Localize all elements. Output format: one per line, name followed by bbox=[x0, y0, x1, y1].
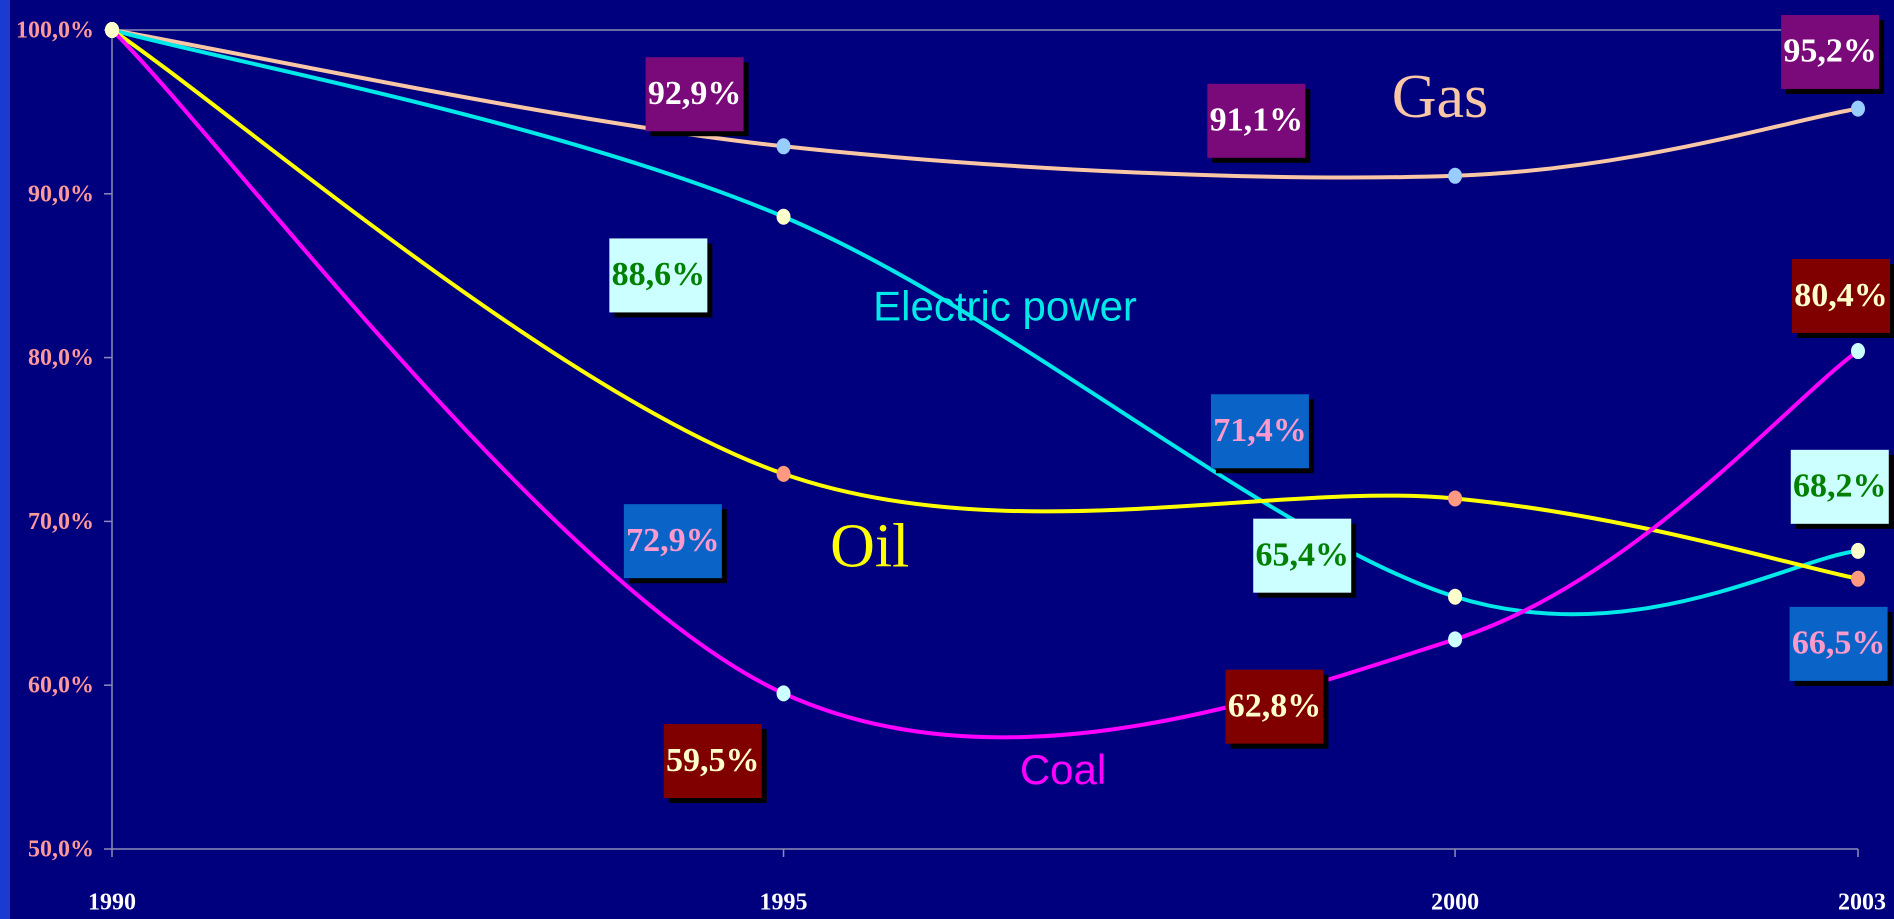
point bbox=[776, 685, 791, 702]
value-label: 92,9% bbox=[648, 75, 742, 112]
series-name: Gas bbox=[1392, 63, 1488, 131]
label-box bbox=[1207, 83, 1306, 158]
value-label: 95,2% bbox=[1783, 33, 1877, 70]
value-label: 71,4% bbox=[1213, 412, 1307, 449]
series-line bbox=[111, 28, 1859, 617]
value-label: 80,4% bbox=[1794, 277, 1888, 314]
point bbox=[776, 208, 791, 225]
point bbox=[105, 22, 119, 38]
label-box bbox=[1210, 394, 1309, 469]
label-box bbox=[1791, 258, 1890, 333]
series-name: Oil bbox=[830, 512, 909, 580]
series-line bbox=[111, 28, 1859, 180]
y-tick-label: 50,0% bbox=[28, 837, 94, 863]
point bbox=[776, 138, 791, 155]
series-name: Electric power bbox=[873, 282, 1137, 329]
point bbox=[1448, 631, 1463, 648]
y-tick-label: 90,0% bbox=[28, 181, 94, 207]
x-tick-label: 1990 bbox=[88, 890, 136, 916]
point bbox=[1851, 570, 1865, 587]
point bbox=[1448, 588, 1463, 605]
value-label: 59,5% bbox=[666, 742, 760, 779]
value-label: 68,2% bbox=[1793, 468, 1887, 505]
value-label: 72,9% bbox=[626, 522, 720, 559]
point bbox=[1448, 167, 1463, 184]
value-label: 88,6% bbox=[612, 256, 706, 293]
value-label: 66,5% bbox=[1792, 625, 1886, 662]
x-tick-label: 2003 bbox=[1838, 890, 1886, 916]
value-label: 62,8% bbox=[1228, 687, 1322, 724]
x-tick-label: 1995 bbox=[760, 890, 808, 916]
point bbox=[1448, 490, 1463, 507]
label-box bbox=[1790, 449, 1889, 524]
point bbox=[1851, 343, 1865, 360]
label-box bbox=[1253, 518, 1352, 593]
value-label: 65,4% bbox=[1255, 536, 1349, 573]
point bbox=[776, 465, 791, 482]
point bbox=[1851, 100, 1865, 117]
series-name: Coal bbox=[1020, 746, 1106, 793]
point bbox=[1851, 542, 1865, 559]
label-box bbox=[623, 504, 722, 579]
series-line bbox=[110, 28, 1860, 740]
y-tick-label: 70,0% bbox=[28, 509, 94, 535]
label-box bbox=[1225, 669, 1324, 744]
y-tick-label: 100,0% bbox=[16, 18, 94, 44]
label-box bbox=[663, 724, 762, 799]
label-box bbox=[1781, 14, 1880, 89]
value-label: 91,1% bbox=[1210, 102, 1304, 139]
y-tick-label: 60,0% bbox=[28, 673, 94, 699]
left-strip bbox=[0, 0, 10, 919]
x-tick-label: 2000 bbox=[1431, 890, 1479, 916]
label-box bbox=[609, 238, 708, 313]
label-box bbox=[645, 57, 744, 132]
y-tick-label: 80,0% bbox=[28, 345, 94, 371]
label-box bbox=[1789, 606, 1888, 681]
